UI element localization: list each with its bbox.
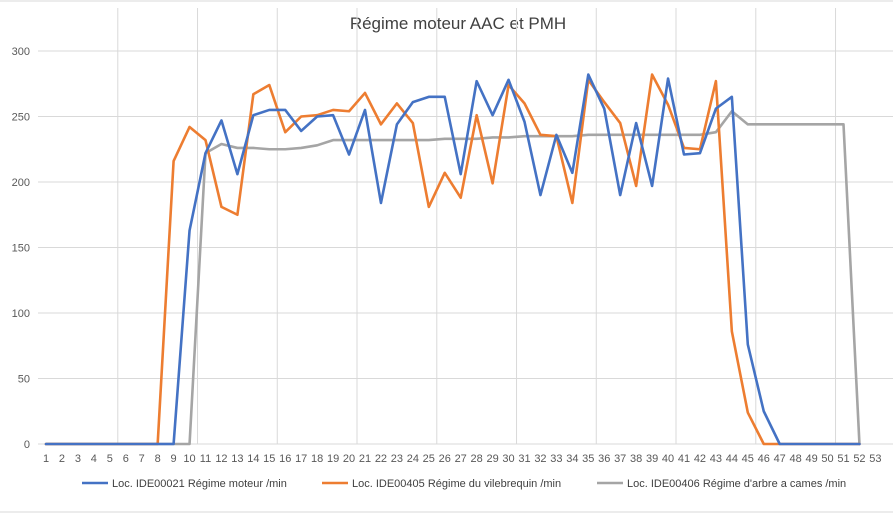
y-tick-label: 100 [12, 308, 30, 320]
x-tick-label: 13 [231, 453, 243, 465]
y-tick-label: 200 [12, 177, 30, 189]
x-tick-label: 29 [486, 453, 498, 465]
x-tick-label: 48 [790, 453, 802, 465]
x-tick-label: 10 [183, 453, 195, 465]
x-tick-label: 17 [295, 453, 307, 465]
x-tick-label: 4 [91, 453, 97, 465]
x-tick-label: 2 [59, 453, 65, 465]
series-line [44, 73, 861, 446]
x-tick-label: 43 [710, 453, 722, 465]
x-tick-label: 28 [471, 453, 483, 465]
x-tick-label: 31 [518, 453, 530, 465]
x-tick-label: 52 [853, 453, 865, 465]
x-tick-label: 32 [534, 453, 546, 465]
y-tick-label: 300 [12, 46, 30, 58]
x-tick-label: 15 [263, 453, 275, 465]
x-tick-label: 44 [726, 453, 738, 465]
x-tick-label: 9 [171, 453, 177, 465]
x-tick-label: 39 [646, 453, 658, 465]
legend-label: Loc. IDE00021 Régime moteur /min [112, 478, 287, 490]
x-tick-label: 6 [123, 453, 129, 465]
x-tick-label: 46 [758, 453, 770, 465]
x-tick-label: 7 [139, 453, 145, 465]
x-tick-label: 30 [502, 453, 514, 465]
y-tick-label: 250 [12, 112, 30, 124]
x-tick-label: 40 [662, 453, 674, 465]
x-tick-label: 22 [375, 453, 387, 465]
x-tick-label: 50 [821, 453, 833, 465]
x-axis-ticks: 1 2 3 4 5 6 7 8 9 10 11 12 13 14 15 16 17 18 19 20 21 22 23 24 2… [43, 453, 882, 465]
x-tick-label: 5 [107, 453, 113, 465]
gridlines [38, 8, 893, 445]
x-tick-label: 38 [630, 453, 642, 465]
x-tick-label: 3 [75, 453, 81, 465]
series-line [44, 73, 861, 446]
x-tick-label: 51 [837, 453, 849, 465]
x-tick-label: 47 [774, 453, 786, 465]
x-tick-label: 23 [391, 453, 403, 465]
x-tick-label: 16 [279, 453, 291, 465]
x-tick-label: 20 [343, 453, 355, 465]
series-lines [44, 73, 861, 446]
x-tick-label: 11 [200, 453, 211, 465]
x-tick-label: 45 [742, 453, 754, 465]
x-tick-label: 14 [247, 453, 259, 465]
x-tick-label: 34 [566, 453, 578, 465]
x-tick-label: 42 [694, 453, 706, 465]
x-tick-label: 1 [43, 453, 49, 465]
legend: Loc. IDE00021 Régime moteur /min Loc. IDE… [82, 478, 846, 490]
legend-label: Loc. IDE00406 Régime d'arbre a cames /mi… [627, 478, 846, 490]
legend-label: Loc. IDE00405 Régime du vilebrequin /min [352, 478, 561, 490]
x-tick-label: 35 [582, 453, 594, 465]
x-tick-label: 36 [598, 453, 610, 465]
y-tick-label: 50 [18, 374, 30, 386]
y-tick-label: 0 [24, 439, 30, 451]
x-tick-label: 53 [869, 453, 881, 465]
x-tick-label: 27 [455, 453, 467, 465]
x-tick-label: 37 [614, 453, 626, 465]
x-tick-label: 19 [327, 453, 339, 465]
chart-title: Régime moteur AAC et PMH [350, 14, 566, 33]
x-tick-label: 33 [550, 453, 562, 465]
x-tick-label: 25 [423, 453, 435, 465]
y-axis-ticks: 0 50 100 150 200 250 300 [12, 46, 30, 451]
x-tick-label: 41 [678, 453, 690, 465]
x-tick-label: 26 [439, 453, 451, 465]
x-tick-label: 12 [215, 453, 227, 465]
x-tick-label: 18 [311, 453, 323, 465]
x-tick-label: 49 [805, 453, 817, 465]
x-tick-label: 21 [359, 453, 371, 465]
x-tick-label: 24 [407, 453, 419, 465]
y-tick-label: 150 [12, 243, 30, 255]
x-tick-label: 8 [155, 453, 161, 465]
